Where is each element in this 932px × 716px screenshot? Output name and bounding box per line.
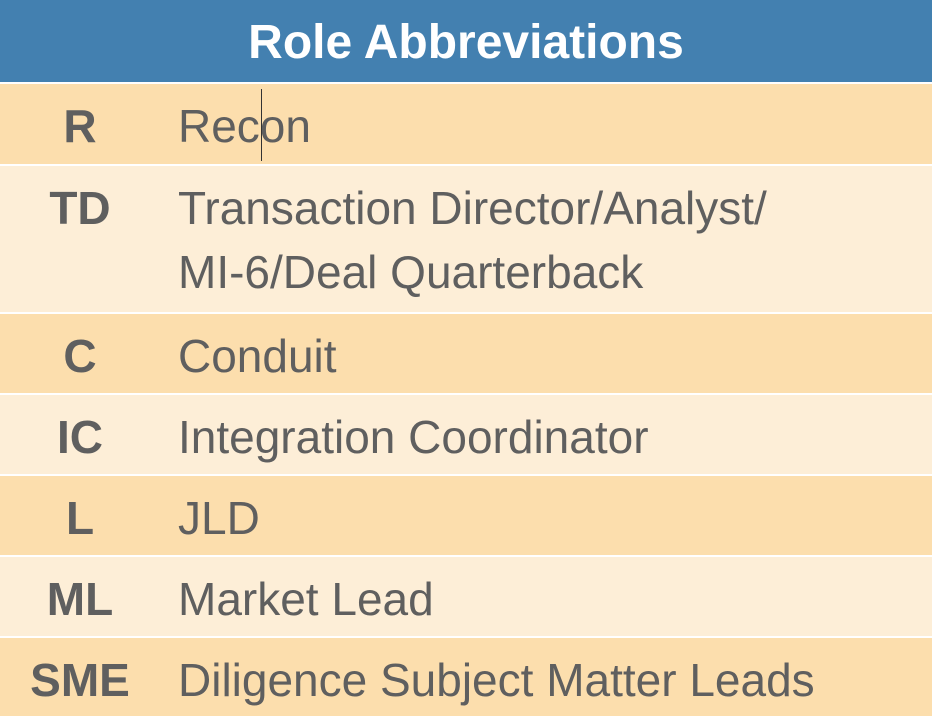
row-description[interactable]: Diligence Subject Matter Leads	[178, 654, 815, 706]
row-description[interactable]: Transaction Director/Analyst/ MI-6/Deal …	[178, 182, 767, 298]
table-row[interactable]: IC Integration Coordinator	[0, 393, 932, 474]
table-row[interactable]: R Recon	[0, 82, 932, 164]
row-abbreviation: TD	[49, 182, 111, 234]
text-cursor	[261, 89, 262, 161]
table-row[interactable]: SME Diligence Subject Matter Leads	[0, 636, 932, 716]
row-description[interactable]: Integration Coordinator	[178, 411, 649, 463]
row-abbreviation: IC	[57, 411, 103, 463]
row-description[interactable]: Market Lead	[178, 573, 434, 625]
row-abbreviation: SME	[30, 654, 130, 706]
table-row[interactable]: ML Market Lead	[0, 555, 932, 636]
row-description[interactable]: JLD	[178, 492, 260, 544]
row-abbreviation: C	[63, 330, 97, 382]
row-abbreviation: L	[65, 492, 95, 544]
table-row[interactable]: C Conduit	[0, 312, 932, 393]
table-row[interactable]: L JLD	[0, 474, 932, 555]
table-row[interactable]: TD Transaction Director/Analyst/ MI-6/De…	[0, 164, 932, 312]
row-abbreviation: ML	[46, 573, 114, 625]
row-description[interactable]: Recon	[178, 100, 311, 152]
row-abbreviation: R	[63, 100, 97, 152]
table-title: Role Abbreviations	[0, 0, 932, 82]
row-description[interactable]: Conduit	[178, 330, 337, 382]
